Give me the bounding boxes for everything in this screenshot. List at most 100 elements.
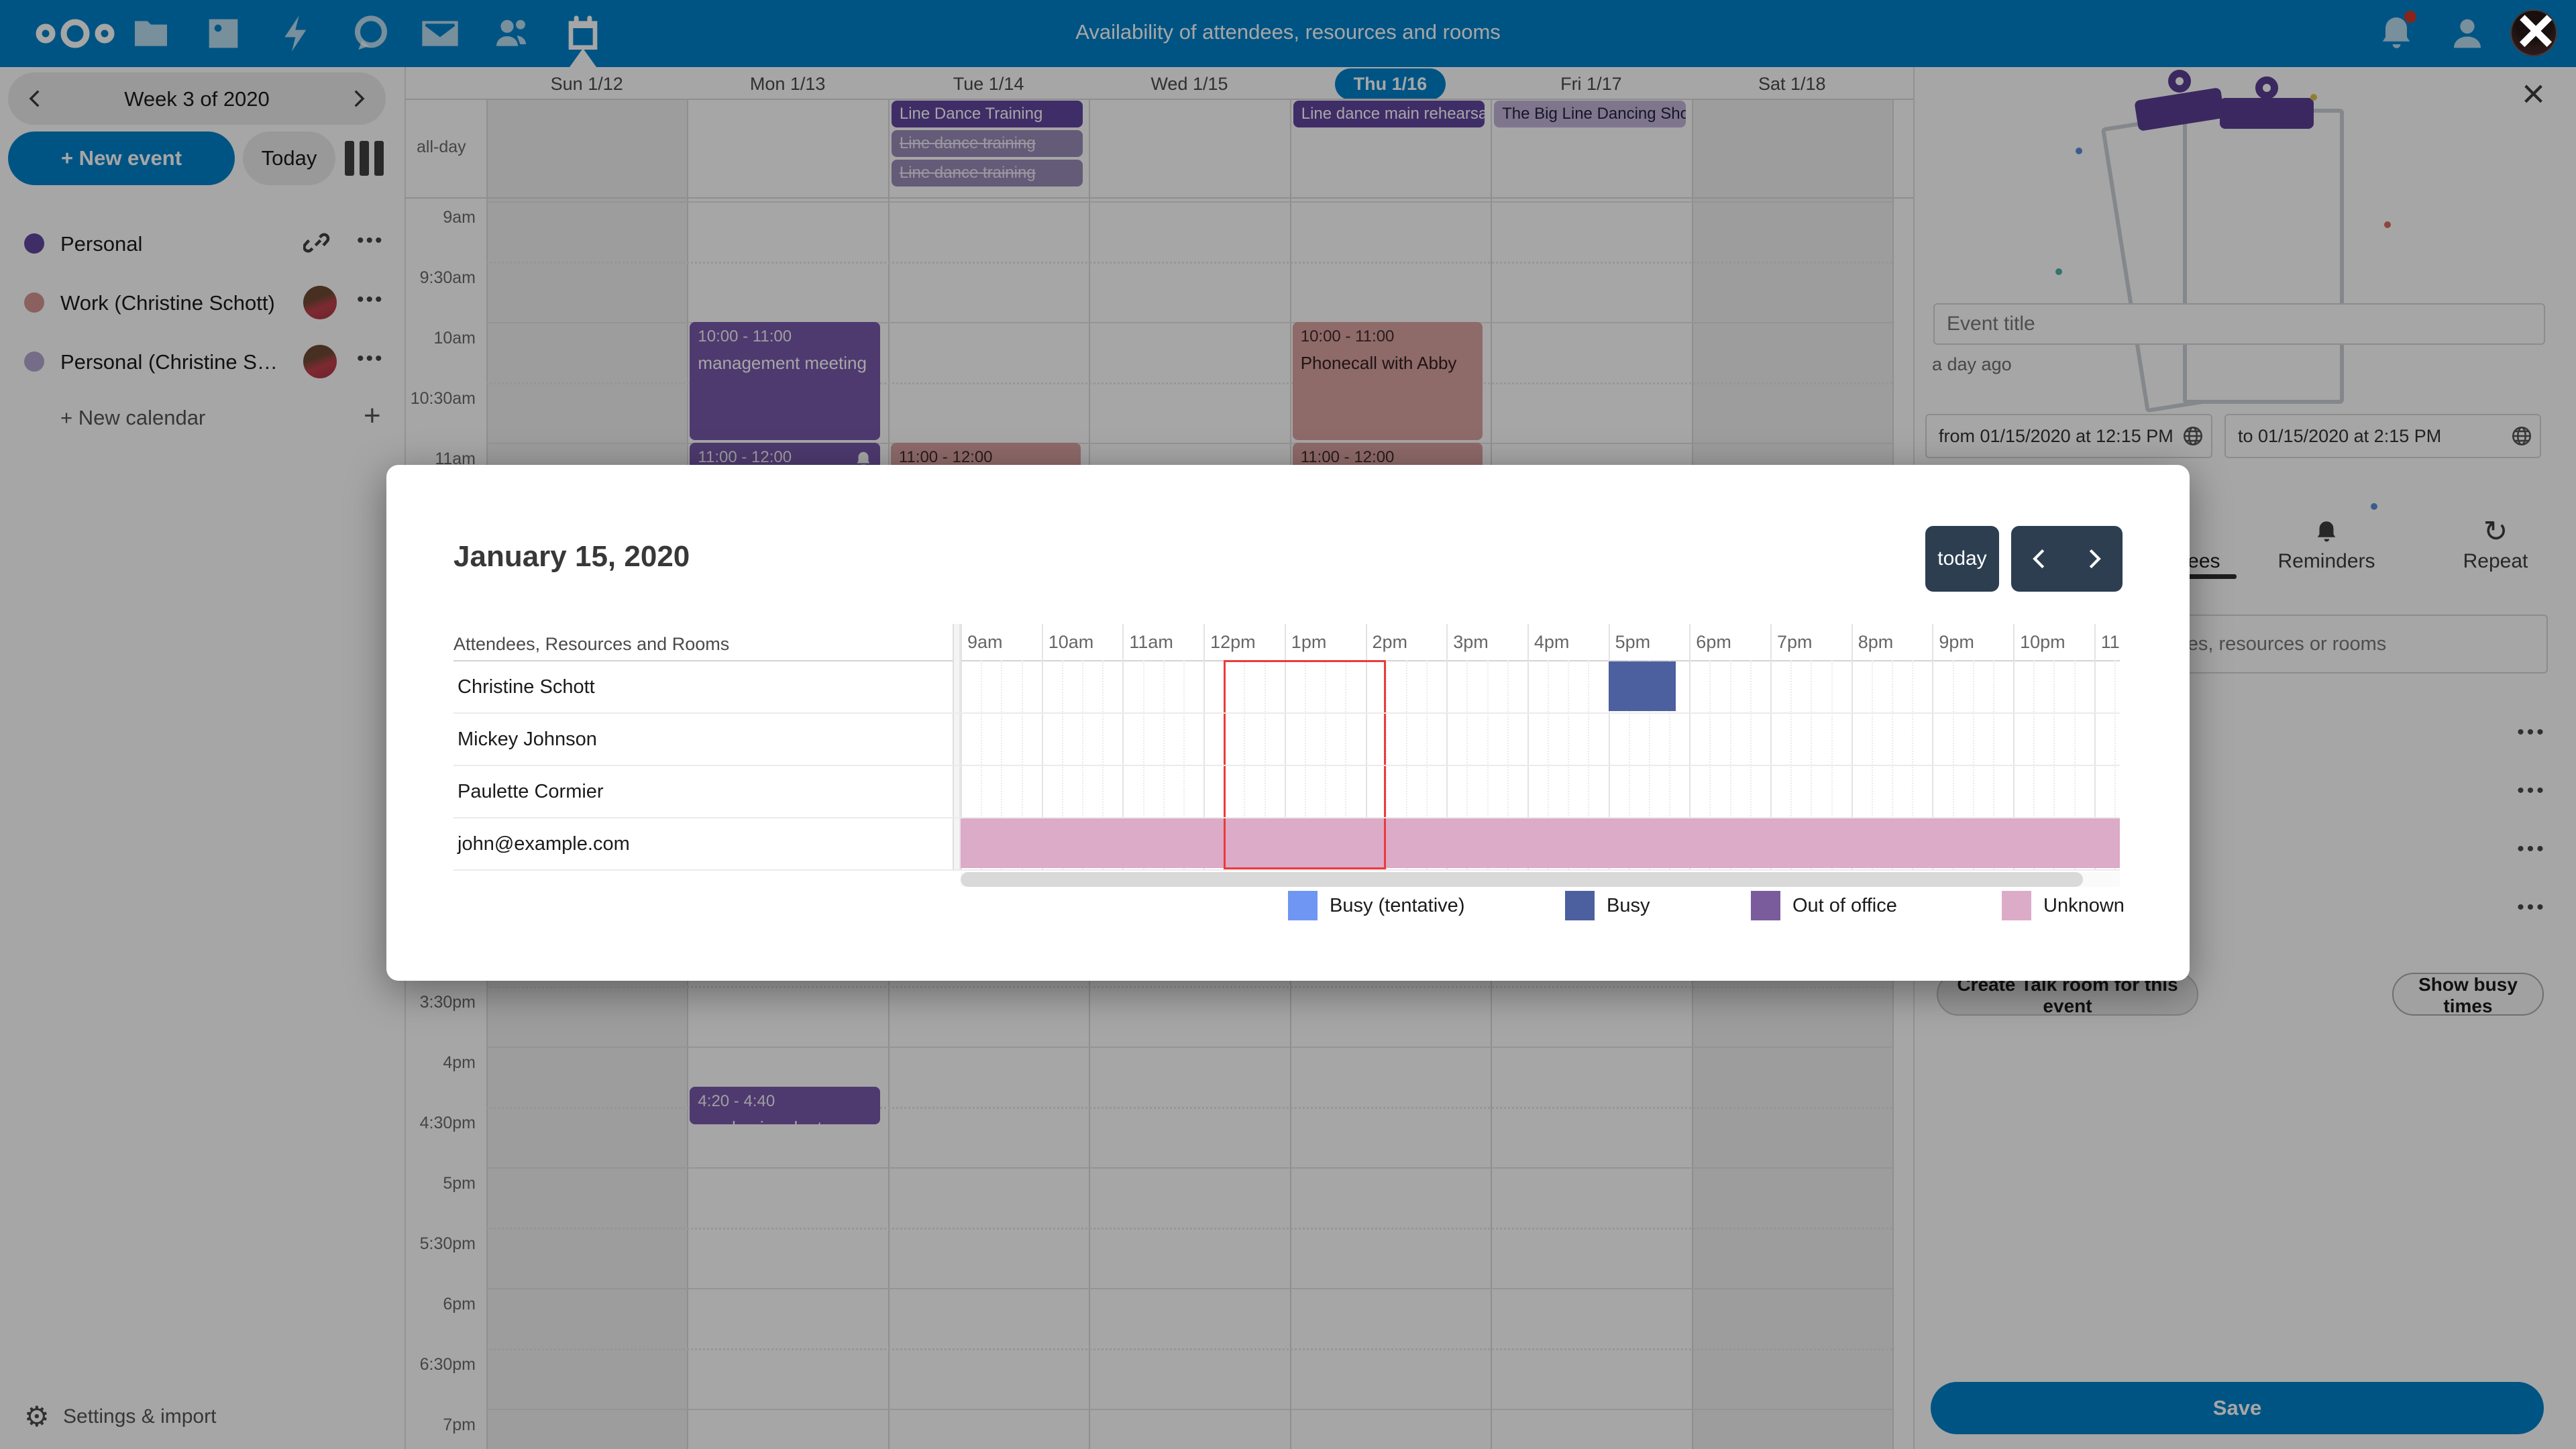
time-label: 10am [433,329,476,347]
files-icon[interactable] [129,12,172,55]
calendar-event-chip[interactable]: 10:00 - 11:00 management meeting [690,322,880,440]
hour-gridline [486,1348,1892,1350]
modal-date-title: January 15, 2020 [453,540,690,573]
day-header[interactable]: Fri 1/17 [1560,74,1622,94]
calendar-icon[interactable] [561,12,604,55]
day-header[interactable]: Wed 1/15 [1150,74,1228,94]
calendar-item-personal[interactable]: Personal ••• [0,213,406,272]
hour-gridline [486,201,1892,203]
mail-icon[interactable] [419,12,462,55]
all-day-event-chip[interactable]: Line dance training [891,160,1083,186]
calendar-color-dot [24,292,44,313]
attendee-actions-button[interactable]: ••• [2505,894,2559,921]
all-day-event-chip[interactable]: Line dance main rehearsal [1293,101,1485,127]
modal-hour-label: 9am [967,632,1003,652]
event-title-input[interactable] [1933,303,2545,345]
calendar-color-dot [24,233,44,254]
calendar-item-work[interactable]: Work (Christine Schott) ••• [0,272,406,331]
all-day-event-chip[interactable]: The Big Line Dancing Show [1494,101,1686,127]
event-time-label: 10:00 - 11:00 [698,327,792,345]
day-header[interactable]: Thu 1/16 [1290,68,1491,105]
attendee-actions-button[interactable]: ••• [2505,777,2559,804]
calendar-actions-button[interactable]: ••• [357,229,384,252]
hour-gridline [961,624,962,869]
notifications-bell-icon[interactable] [2375,11,2418,55]
event-time-label: 10:00 - 11:00 [1300,327,1395,345]
talk-icon[interactable] [350,12,392,55]
today-button[interactable]: Today [243,131,335,185]
scrollbar-thumb[interactable] [961,872,2083,887]
nextcloud-logo-icon[interactable] [35,15,115,52]
time-label: 7pm [443,1415,476,1434]
legend-swatch [1288,891,1318,920]
availability-block-busy [1608,661,1676,711]
day-header[interactable]: Sat 1/18 [1758,74,1826,94]
hour-gridline [486,322,1892,323]
attendee-row-name: john@example.com [458,833,630,855]
timezone-globe-icon[interactable] [2510,425,2533,447]
avatar[interactable] [2510,9,2557,56]
week-navigation: Week 3 of 2020 [8,72,386,125]
tab-reminders[interactable]: Reminders [2253,518,2400,573]
day-header[interactable]: Tue 1/14 [953,74,1024,94]
modal-hour-label: 6pm [1696,632,1731,652]
modal-nav-buttons [2011,526,2123,592]
hour-gridline [486,1046,1892,1048]
close-icon[interactable]: × [2522,71,2546,116]
hour-gridline [486,1107,1892,1109]
event-end-input[interactable] [2224,414,2541,458]
all-day-event-chip[interactable]: Line dance training [891,130,1083,157]
modal-hour-label: 7pm [1777,632,1813,652]
calendar-item-personal-christine[interactable]: Personal (Christine Scho… ••• [0,331,406,390]
next-day-button[interactable] [2081,546,2106,572]
hour-gridline [486,1409,1892,1410]
calendar-actions-button[interactable]: ••• [357,288,384,311]
previous-day-button[interactable] [2027,546,2053,572]
event-start-input[interactable] [1925,414,2212,458]
attendee-actions-button[interactable]: ••• [2505,836,2559,863]
availability-grid[interactable]: 9am 10am 11am 12pm 1pm 2pm 3pm 4pm 5pm 6pm 7pm 8pm 9… [961,624,2120,887]
calendar-actions-button[interactable]: ••• [357,347,384,370]
contacts-icon[interactable] [491,12,534,55]
hour-gridline [486,443,1892,444]
day-header[interactable]: Sun 1/12 [550,74,623,94]
view-toggle-icon[interactable] [345,141,386,176]
legend-label: Out of office [1792,895,1897,916]
activity-icon[interactable] [276,12,319,55]
hour-gridline [486,1167,1892,1169]
save-button[interactable]: Save [1931,1382,2544,1434]
new-event-button[interactable]: + New event [8,131,235,185]
time-label: 5:30pm [419,1234,476,1253]
photos-icon[interactable] [202,12,245,55]
calendar-event-chip[interactable]: 4:20 - 4:40 purchasing dept [690,1086,880,1125]
hour-gridline [486,382,1892,384]
modal-today-button[interactable]: today [1925,526,1999,592]
modal-hour-label: 11am [1129,632,1173,652]
show-busy-times-button[interactable]: Show busy times [2392,973,2544,1016]
legend-label: Unknown [2043,895,2125,916]
settings-and-import[interactable]: ⚙ Settings & import [24,1401,217,1432]
new-calendar-button[interactable]: + New calendar [60,406,206,429]
calendar-color-dot [24,352,44,372]
previous-week-button[interactable] [24,87,47,110]
next-week-button[interactable] [347,87,370,110]
hour-gridline [1608,624,1610,869]
day-header[interactable]: Mon 1/13 [749,74,826,94]
share-link-icon[interactable] [303,228,333,258]
timezone-globe-icon[interactable] [2182,425,2204,447]
contacts-menu-icon[interactable] [2446,12,2489,55]
modal-hour-label: 10pm [2020,632,2065,652]
time-label: 4:30pm [419,1114,476,1132]
calendar-event-chip[interactable]: 10:00 - 11:00 Phonecall with Abby [1292,322,1483,440]
tab-repeat[interactable]: ↻ Repeat [2422,517,2569,573]
modal-hour-label: 9pm [1939,632,1974,652]
gear-icon: ⚙ [24,1401,50,1432]
alarm-bell-icon [853,449,873,470]
time-label: 9:30am [419,268,476,287]
new-calendar-plus-icon[interactable]: + [364,399,381,432]
all-day-event-chip[interactable]: Line Dance Training [891,101,1083,127]
time-label: 5pm [443,1174,476,1193]
all-day-label: all-day [417,138,466,156]
attendee-actions-button[interactable]: ••• [2505,719,2559,746]
